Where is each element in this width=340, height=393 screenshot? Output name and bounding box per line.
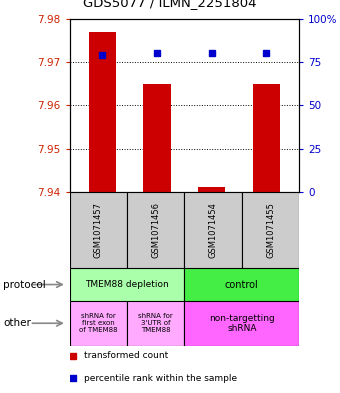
Text: GSM1071455: GSM1071455: [266, 202, 275, 258]
Bar: [127, 301, 184, 346]
Bar: [198, 187, 225, 192]
Text: GSM1071457: GSM1071457: [94, 202, 103, 258]
Text: GSM1071454: GSM1071454: [209, 202, 218, 258]
Bar: [184, 192, 242, 268]
Bar: [253, 84, 280, 192]
Bar: [70, 301, 127, 346]
Bar: [70, 192, 127, 268]
Bar: [184, 301, 299, 346]
Text: protocol: protocol: [3, 279, 46, 290]
Bar: [70, 268, 184, 301]
Bar: [89, 32, 116, 192]
Text: shRNA for
3'UTR of
TMEM88: shRNA for 3'UTR of TMEM88: [138, 313, 173, 333]
Bar: [143, 84, 171, 192]
Bar: [242, 192, 299, 268]
Text: control: control: [225, 279, 259, 290]
Bar: [127, 192, 184, 268]
Text: other: other: [3, 318, 31, 328]
Text: GSM1071456: GSM1071456: [151, 202, 160, 258]
Text: shRNA for
first exon
of TMEM88: shRNA for first exon of TMEM88: [79, 313, 118, 333]
Text: percentile rank within the sample: percentile rank within the sample: [84, 374, 237, 383]
Text: GDS5077 / ILMN_2251804: GDS5077 / ILMN_2251804: [83, 0, 257, 9]
Text: TMEM88 depletion: TMEM88 depletion: [85, 280, 169, 289]
Bar: [184, 268, 299, 301]
Text: transformed count: transformed count: [84, 351, 168, 360]
Text: non-targetting
shRNA: non-targetting shRNA: [209, 314, 275, 333]
